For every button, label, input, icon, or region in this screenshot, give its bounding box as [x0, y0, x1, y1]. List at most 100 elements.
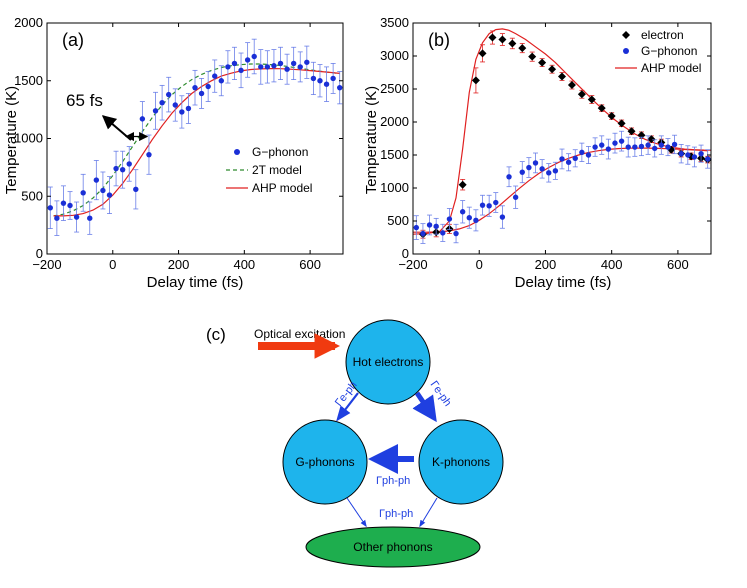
legend-a-ahp-label: AHP model: [252, 181, 312, 195]
data-point-a-0-11: [119, 166, 126, 173]
data-point-b-0-5: [478, 49, 487, 58]
y-tick-label-a-1: 500: [21, 188, 43, 203]
y-tick-label-a-4: 2000: [14, 15, 43, 30]
data-point-b-1-14: [506, 174, 512, 180]
data-point-b-1-30: [612, 140, 618, 146]
y-tick-label-a-0: 0: [36, 246, 43, 261]
panel-b-legend: electron G−phonon AHP model: [615, 28, 701, 75]
data-point-b-1-38: [665, 144, 671, 150]
x-tick-label-a-3: 400: [233, 257, 255, 272]
data-point-b-0-3: [458, 180, 467, 189]
data-point-b-0-8: [508, 39, 517, 48]
y-tick-label-b-0: 0: [402, 246, 409, 261]
data-point-a-0-10: [113, 165, 119, 172]
data-point-a-0-34: [271, 63, 277, 69]
data-point-b-1-35: [645, 142, 651, 148]
data-point-a-0-17: [159, 99, 165, 106]
data-point-b-1-25: [579, 149, 585, 156]
rate-hot-to-k-label: Γe-ph: [428, 379, 454, 409]
data-point-b-1-26: [585, 152, 592, 158]
data-point-a-0-24: [205, 83, 211, 90]
data-point-a-0-39: [304, 59, 310, 65]
panel-b-xlabel: Delay time (fs): [515, 274, 612, 291]
g-phonons-label: G-phonons: [295, 455, 354, 469]
data-point-b-1-7: [459, 209, 466, 215]
panel-a-ylabel: Temperature (K): [3, 86, 20, 194]
x-tick-label-a-4: 600: [299, 257, 321, 272]
data-point-a-0-9: [106, 192, 113, 198]
data-point-a-0-44: [337, 84, 343, 91]
data-point-b-0-7: [498, 35, 507, 44]
g-phonons-node: [282, 419, 368, 505]
data-point-b-0-15: [577, 90, 586, 99]
data-point-b-1-20: [546, 170, 552, 176]
data-point-a-0-1: [54, 215, 60, 221]
data-point-b-1-42: [691, 154, 698, 160]
data-point-b-1-13: [499, 214, 506, 220]
data-point-b-0-14: [567, 81, 576, 90]
y-tick-label-b-1: 500: [387, 213, 409, 228]
hot-electrons-node: [345, 319, 431, 405]
y-tick-label-a-2: 1000: [14, 131, 43, 146]
data-point-b-1-19: [539, 166, 545, 172]
data-point-a-0-42: [323, 81, 330, 87]
data-point-b-0-4: [471, 76, 480, 85]
k-phonons-node: [418, 419, 504, 505]
g-to-other-arrow: [346, 497, 367, 528]
data-point-a-0-18: [165, 91, 172, 98]
panel-a-label: (a): [62, 30, 84, 50]
data-point-b-1-36: [652, 145, 658, 152]
data-point-b-1-5: [446, 216, 453, 222]
data-point-b-1-6: [453, 230, 459, 237]
optical-excitation-label: Optical excitation: [254, 327, 345, 341]
data-point-b-1-43: [698, 150, 704, 157]
y-tick-label-b-2: 1000: [380, 180, 409, 195]
data-point-b-1-40: [678, 150, 684, 157]
data-point-a-0-41: [317, 78, 323, 84]
data-point-b-0-18: [607, 112, 616, 121]
data-point-a-0-23: [198, 90, 205, 97]
data-point-b-1-27: [592, 144, 598, 150]
legend-b-gphonon-marker: [623, 48, 629, 54]
x-tick-label-a-2: 200: [168, 257, 190, 272]
series-line-a-2: [53, 67, 340, 217]
data-point-a-0-25: [212, 73, 218, 79]
hot-to-k-arrow: [412, 391, 437, 423]
data-point-b-1-9: [473, 217, 479, 224]
data-point-b-1-17: [526, 164, 532, 171]
data-point-b-0-16: [587, 95, 596, 104]
legend-b-electron-label: electron: [641, 28, 684, 42]
data-point-a-0-5: [80, 190, 86, 196]
data-point-b-1-29: [605, 146, 612, 152]
data-point-b-1-1: [420, 230, 426, 237]
data-point-b-0-9: [518, 44, 527, 53]
data-point-a-0-26: [218, 78, 225, 84]
data-point-a-0-19: [172, 102, 178, 108]
data-point-a-0-29: [238, 67, 244, 74]
data-point-b-1-4: [440, 230, 446, 236]
data-point-b-0-13: [558, 72, 566, 81]
data-point-b-1-3: [433, 223, 439, 229]
hot-to-g-arrow: [336, 392, 359, 422]
data-point-b-1-2: [426, 222, 433, 228]
data-point-a-0-21: [185, 105, 192, 112]
data-point-a-0-4: [73, 214, 80, 220]
data-point-a-0-37: [290, 60, 297, 67]
data-point-a-0-20: [179, 109, 185, 115]
data-point-b-1-10: [479, 202, 486, 208]
data-point-a-0-35: [277, 60, 284, 67]
data-point-b-0-22: [647, 135, 656, 144]
series-line-b-2: [412, 28, 712, 235]
k-phonons-label: K-phonons: [432, 455, 490, 469]
data-point-b-1-0: [413, 224, 420, 231]
x-tick-label-a-1: 0: [109, 257, 116, 272]
data-point-b-1-8: [466, 215, 472, 221]
data-point-b-1-39: [671, 141, 678, 148]
other-phonons-label: Other phonons: [353, 540, 432, 554]
legend-b-gphonon-label: G−phonon: [641, 44, 697, 58]
data-point-b-0-10: [528, 52, 537, 61]
x-tick-label-b-0: −200: [398, 257, 427, 272]
data-point-a-0-22: [192, 84, 198, 91]
legend-b-ahp-label: AHP model: [641, 61, 701, 75]
